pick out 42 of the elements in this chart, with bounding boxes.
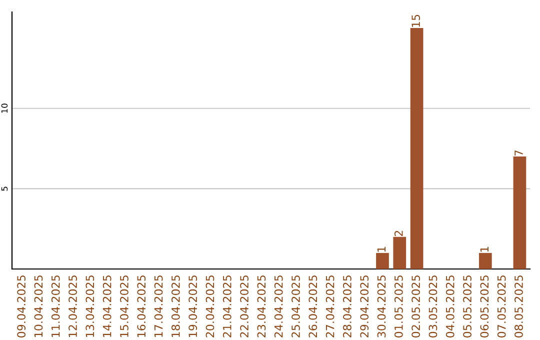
x-tick-label: 01.05.2025 [394, 276, 403, 338]
x-tick-label: 12.04.2025 [68, 276, 77, 337]
x-tick-label: 13.04.2025 [86, 276, 94, 337]
x-tick-label: 20.04.2025 [206, 276, 214, 338]
x-tick-label: 06.05.2025 [480, 276, 489, 338]
bar [478, 252, 492, 269]
x-tick-label: 05.05.2025 [463, 276, 472, 338]
bar [410, 28, 424, 269]
x-tick-label: 14.04.2025 [102, 276, 112, 337]
x-tick-label: 30.04.2025 [377, 276, 386, 338]
bar [393, 236, 406, 269]
x-tick-label: 25.04.2025 [292, 276, 300, 338]
data-label: 15 [412, 14, 420, 27]
x-tick-label: 15.04.2025 [120, 276, 128, 337]
x-tick-label: 03.05.2025 [428, 276, 438, 338]
x-tick-label: 08.05.2025 [514, 276, 523, 338]
x-tick-label: 07.05.2025 [497, 276, 506, 338]
x-tick-label: 21.04.2025 [222, 276, 232, 338]
x-tick-label: 26.04.2025 [308, 276, 318, 338]
x-tick-label: 09.04.2025 [17, 276, 26, 338]
data-label: 1 [480, 246, 488, 252]
y-tick-label: 5 [1, 186, 8, 191]
x-tick-label: 02.05.2025 [412, 276, 420, 338]
data-label: 7 [514, 150, 523, 156]
x-tick-label: 16.04.2025 [137, 276, 146, 337]
bar [376, 252, 389, 269]
x-tick-label: 22.04.2025 [240, 276, 248, 338]
bar [513, 156, 526, 269]
data-label: 2 [394, 230, 403, 236]
x-tick-label: 11.04.2025 [51, 276, 60, 337]
x-tick-label: 10.04.2025 [34, 276, 43, 337]
x-tick-label: 24.04.2025 [274, 276, 283, 338]
x-tick-label: 27.04.2025 [326, 276, 334, 338]
x-tick-label: 29.04.2025 [360, 276, 369, 338]
x-tick-label: 28.04.2025 [343, 276, 352, 338]
data-label: 1 [377, 246, 386, 252]
x-tick-label: 18.04.2025 [171, 276, 180, 337]
x-tick-label: 19.04.2025 [188, 276, 198, 337]
y-tick-label: 10 [1, 104, 8, 113]
x-tick-label: 17.04.2025 [154, 276, 163, 337]
x-tick-label: 04.05.2025 [446, 276, 454, 338]
x-tick-label: 23.04.2025 [257, 276, 266, 338]
